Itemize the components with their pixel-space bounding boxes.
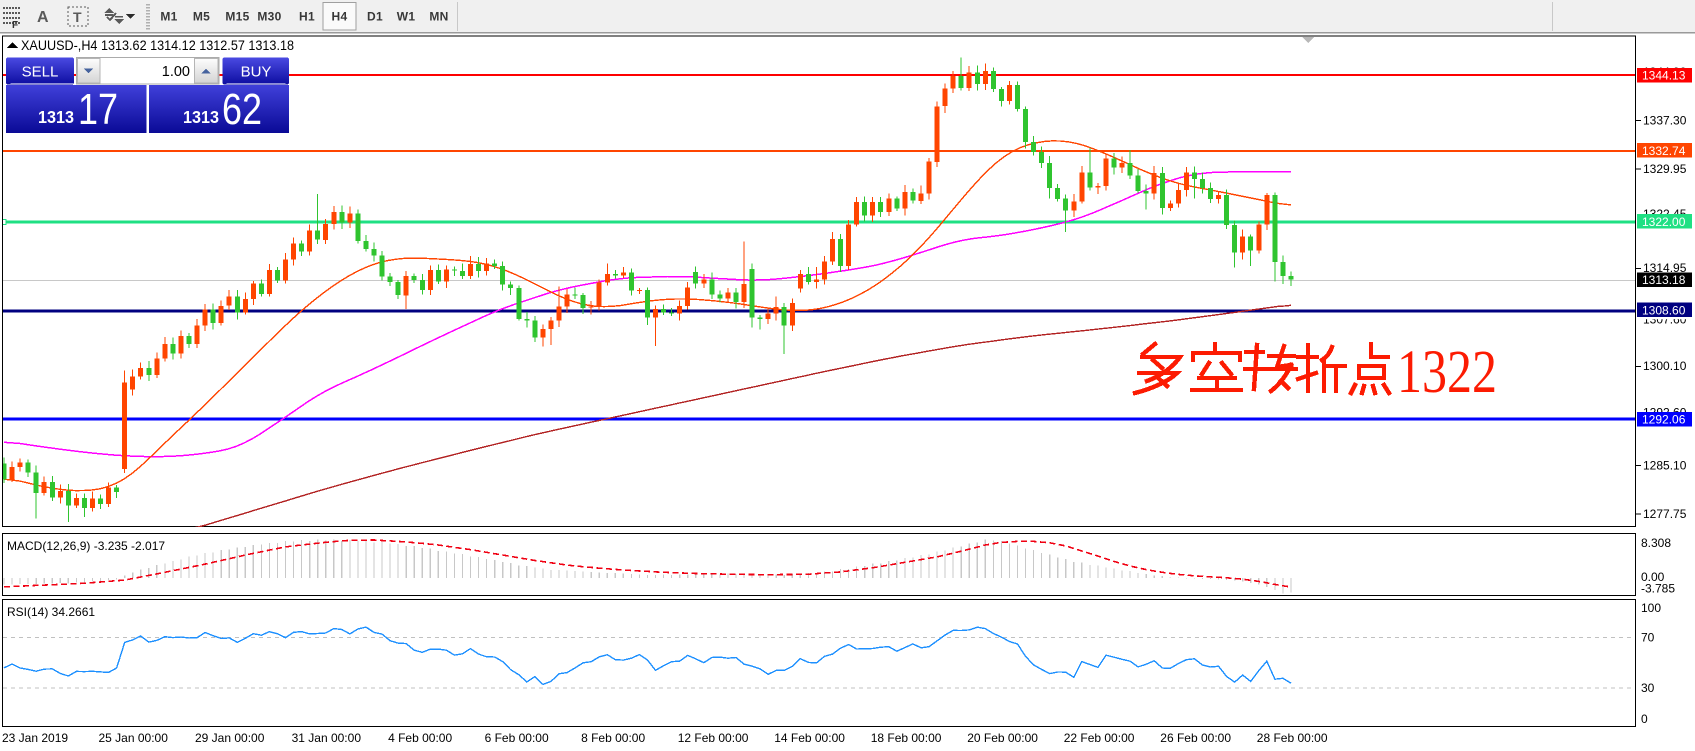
svg-text:1322: 1322 — [1397, 339, 1497, 406]
svg-text:1307.60: 1307.60 — [1643, 313, 1687, 327]
svg-text:23 Jan 2019: 23 Jan 2019 — [2, 731, 68, 745]
svg-text:1292.60: 1292.60 — [1643, 406, 1687, 420]
svg-text:M5: M5 — [193, 10, 210, 24]
svg-text:XAUUSD-,H4 1313.62 1314.12 13: XAUUSD-,H4 1313.62 1314.12 1312.57 1313.… — [21, 38, 294, 53]
svg-text:H1: H1 — [299, 10, 315, 24]
svg-text:MACD(12,26,9) -3.235 -2.017: MACD(12,26,9) -3.235 -2.017 — [7, 539, 165, 553]
svg-text:1308.60: 1308.60 — [1642, 303, 1686, 317]
svg-text:1337.30: 1337.30 — [1643, 113, 1687, 127]
svg-text:0.00: 0.00 — [1641, 570, 1665, 584]
svg-text:RSI(14) 34.2661: RSI(14) 34.2661 — [7, 605, 95, 619]
svg-text:M30: M30 — [257, 10, 281, 24]
svg-text:SELL: SELL — [22, 64, 59, 81]
svg-text:1.00: 1.00 — [162, 64, 190, 80]
svg-text:M1: M1 — [160, 10, 177, 24]
svg-text:26 Feb 00:00: 26 Feb 00:00 — [1160, 731, 1231, 745]
svg-text:MN: MN — [429, 10, 448, 24]
svg-text:31 Jan 00:00: 31 Jan 00:00 — [292, 731, 362, 745]
svg-text:1322.00: 1322.00 — [1642, 215, 1686, 229]
svg-text:W1: W1 — [397, 10, 416, 24]
svg-text:100: 100 — [1641, 601, 1661, 615]
svg-text:-3.785: -3.785 — [1641, 582, 1675, 596]
svg-text:8 Feb 00:00: 8 Feb 00:00 — [581, 731, 645, 745]
svg-text:A: A — [37, 9, 49, 26]
svg-text:4 Feb 00:00: 4 Feb 00:00 — [388, 731, 452, 745]
svg-text:H4: H4 — [332, 10, 348, 24]
svg-text:17: 17 — [78, 85, 118, 134]
svg-text:1313.18: 1313.18 — [1642, 273, 1686, 287]
svg-text:70: 70 — [1641, 631, 1655, 645]
svg-text:8.308: 8.308 — [1641, 536, 1671, 550]
svg-text:BUY: BUY — [241, 64, 272, 81]
svg-text:30: 30 — [1641, 681, 1655, 695]
svg-text:1300.10: 1300.10 — [1643, 359, 1687, 373]
svg-text:1329.95: 1329.95 — [1643, 162, 1687, 176]
svg-text:12 Feb 00:00: 12 Feb 00:00 — [678, 731, 749, 745]
svg-text:62: 62 — [222, 85, 262, 134]
svg-text:D1: D1 — [367, 10, 383, 24]
svg-text:M15: M15 — [225, 10, 249, 24]
svg-text:F: F — [12, 20, 18, 31]
svg-text:1322.45: 1322.45 — [1643, 207, 1687, 221]
svg-text:1314.95: 1314.95 — [1643, 261, 1687, 275]
svg-text:6 Feb 00:00: 6 Feb 00:00 — [485, 731, 549, 745]
svg-text:1292.06: 1292.06 — [1642, 413, 1686, 427]
svg-text:29 Jan 00:00: 29 Jan 00:00 — [195, 731, 265, 745]
svg-text:25 Jan 00:00: 25 Jan 00:00 — [99, 731, 169, 745]
svg-text:1332.74: 1332.74 — [1642, 144, 1686, 158]
svg-text:1344.13: 1344.13 — [1642, 69, 1686, 83]
svg-text:28 Feb 00:00: 28 Feb 00:00 — [1257, 731, 1328, 745]
svg-text:18 Feb 00:00: 18 Feb 00:00 — [871, 731, 942, 745]
svg-text:1313: 1313 — [38, 107, 74, 127]
svg-text:14 Feb 00:00: 14 Feb 00:00 — [774, 731, 845, 745]
svg-text:22 Feb 00:00: 22 Feb 00:00 — [1064, 731, 1135, 745]
svg-text:T: T — [73, 9, 82, 25]
svg-text:0: 0 — [1641, 712, 1648, 726]
svg-text:1285.10: 1285.10 — [1643, 458, 1687, 472]
svg-text:1313: 1313 — [183, 107, 219, 127]
svg-text:1277.75: 1277.75 — [1643, 507, 1687, 521]
svg-text:20 Feb 00:00: 20 Feb 00:00 — [967, 731, 1038, 745]
